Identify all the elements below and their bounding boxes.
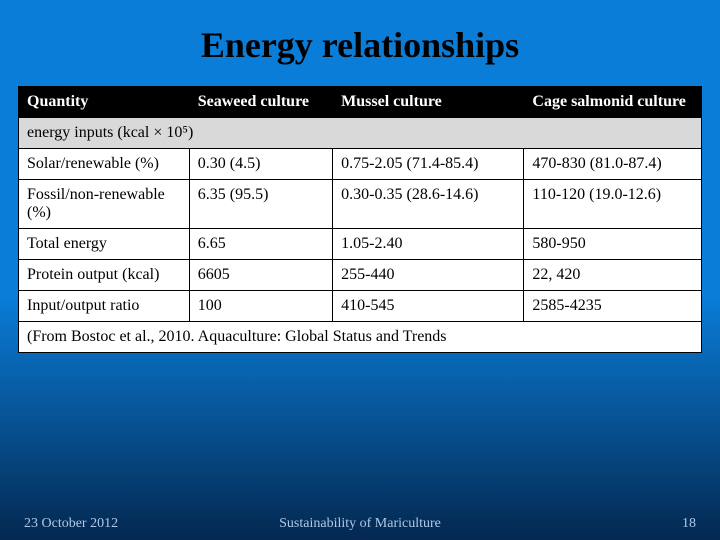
section-row-energy-inputs: energy inputs (kcal × 10⁵) xyxy=(19,118,702,149)
cell: 470-830 (81.0-87.4) xyxy=(524,149,702,180)
table-row: Input/output ratio 100 410-545 2585-4235 xyxy=(19,291,702,322)
cell: 0.75-2.05 (71.4-85.4) xyxy=(333,149,524,180)
footer-page-number: 18 xyxy=(682,516,696,532)
cell: 6.35 (95.5) xyxy=(189,180,332,229)
table-row: Protein output (kcal) 6605 255-440 22, 4… xyxy=(19,260,702,291)
slide-title: Energy relationships xyxy=(0,0,720,86)
row-label: Solar/renewable (%) xyxy=(19,149,190,180)
row-label: Input/output ratio xyxy=(19,291,190,322)
section-label: energy inputs (kcal × 10⁵) xyxy=(19,118,702,149)
table-row: Fossil/non-renewable (%) 6.35 (95.5) 0.3… xyxy=(19,180,702,229)
cell: 2585-4235 xyxy=(524,291,702,322)
cell: 22, 420 xyxy=(524,260,702,291)
cell: 1.05-2.40 xyxy=(333,229,524,260)
cell: 255-440 xyxy=(333,260,524,291)
header-seaweed: Seaweed culture xyxy=(189,87,332,118)
energy-table: Quantity Seaweed culture Mussel culture … xyxy=(18,86,702,353)
cell: 0.30 (4.5) xyxy=(189,149,332,180)
row-label: Fossil/non-renewable (%) xyxy=(19,180,190,229)
table-row: Solar/renewable (%) 0.30 (4.5) 0.75-2.05… xyxy=(19,149,702,180)
cell: 100 xyxy=(189,291,332,322)
row-label: Total energy xyxy=(19,229,190,260)
header-mussel: Mussel culture xyxy=(333,87,524,118)
citation-text: (From Bostoc et al., 2010. Aquaculture: … xyxy=(19,322,702,353)
cell: 6605 xyxy=(189,260,332,291)
footer-date: 23 October 2012 xyxy=(24,516,118,532)
header-cage-salmonid: Cage salmonid culture xyxy=(524,87,702,118)
table-container: Quantity Seaweed culture Mussel culture … xyxy=(18,86,702,353)
table-row: Total energy 6.65 1.05-2.40 580-950 xyxy=(19,229,702,260)
cell: 580-950 xyxy=(524,229,702,260)
cell: 0.30-0.35 (28.6-14.6) xyxy=(333,180,524,229)
header-quantity: Quantity xyxy=(19,87,190,118)
citation-row: (From Bostoc et al., 2010. Aquaculture: … xyxy=(19,322,702,353)
cell: 110-120 (19.0-12.6) xyxy=(524,180,702,229)
row-label: Protein output (kcal) xyxy=(19,260,190,291)
table-header-row: Quantity Seaweed culture Mussel culture … xyxy=(19,87,702,118)
cell: 6.65 xyxy=(189,229,332,260)
cell: 410-545 xyxy=(333,291,524,322)
